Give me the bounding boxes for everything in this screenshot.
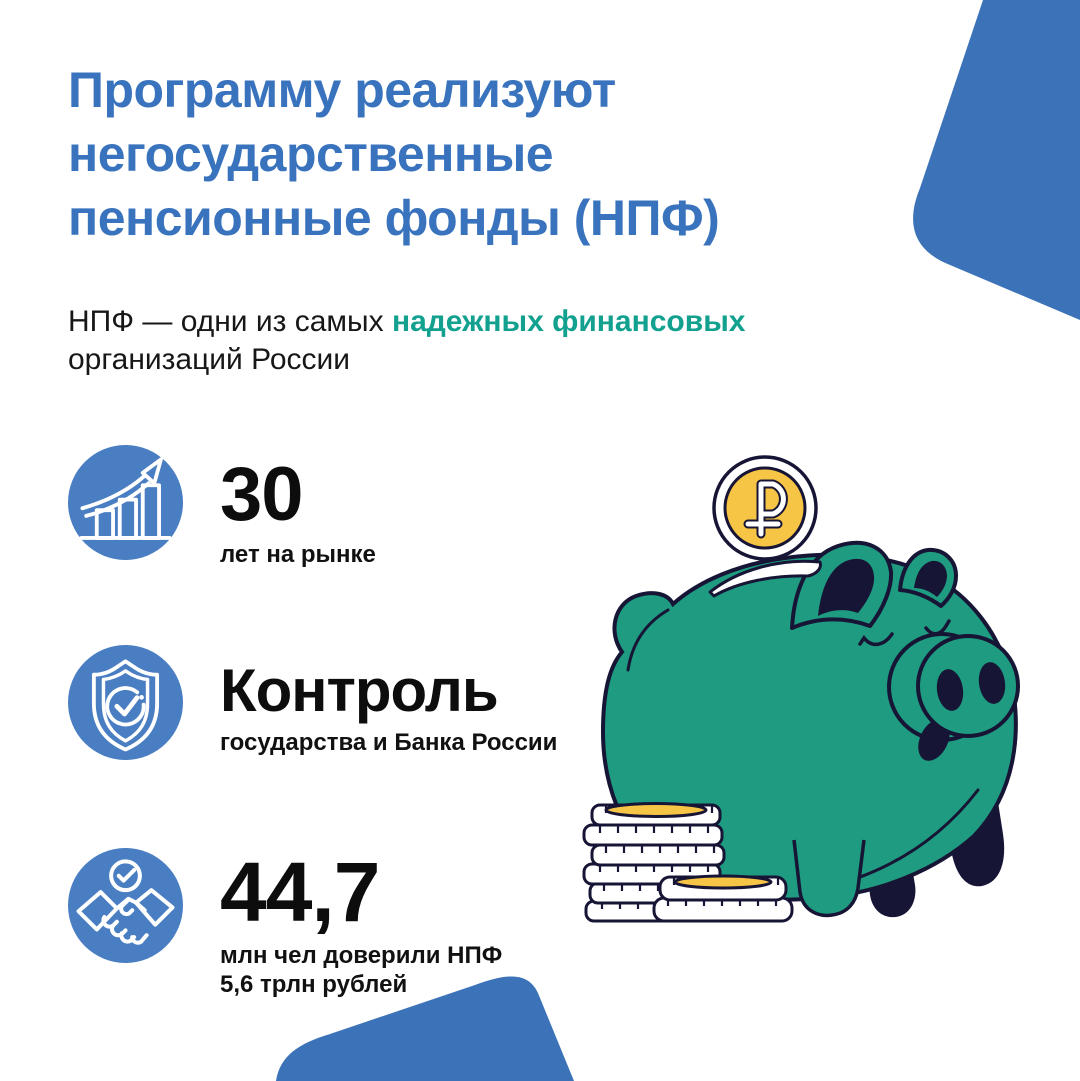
coin-top-face xyxy=(673,874,773,890)
stat-text: Контроль государства и Банка России xyxy=(220,645,557,757)
stat-label: лет на рынке xyxy=(220,541,376,568)
subtitle-suffix: организаций России xyxy=(68,343,351,376)
subtitle-highlight: надежных финансовых xyxy=(391,305,746,338)
pig-eye-left xyxy=(858,632,894,647)
stat-value: 44,7 xyxy=(220,845,381,939)
pig-nostril xyxy=(978,662,1006,704)
growth-chart-icon xyxy=(68,445,183,560)
stat-value: Контроль xyxy=(220,657,499,724)
stat-row-trust: 44,7 млн чел доверили НПФ 5,6 трлн рубле… xyxy=(68,848,502,999)
stat-label: 5,6 трлн рублей xyxy=(220,971,408,998)
pig-ear-front-inner xyxy=(818,558,875,616)
piggy-bank-illustration xyxy=(582,455,1020,923)
pig-nostril xyxy=(936,669,964,711)
body-accent-line xyxy=(626,608,670,672)
stat-row-market-years: 30 лет на рынке xyxy=(68,445,376,569)
title-line: пенсионные фонды (НПФ) xyxy=(68,190,720,246)
stat-label: государства и Банка России xyxy=(220,729,558,756)
pig-front-leg xyxy=(792,839,866,918)
stat-label: млн чел доверили НПФ xyxy=(220,942,503,969)
ruble-coin xyxy=(712,455,818,561)
pig-ear-back-inner xyxy=(914,560,947,597)
ruble-symbol xyxy=(743,479,788,539)
page-title: Программу реализуют негосударственные пе… xyxy=(68,58,968,250)
stat-row-control: Контроль государства и Банка России xyxy=(68,645,557,760)
coin-stack-short xyxy=(652,874,794,923)
title-line: Программу реализуют xyxy=(68,62,616,118)
handshake-icon xyxy=(68,848,183,963)
subtitle-prefix: НПФ — одни из самых xyxy=(68,305,392,338)
coin-top-face xyxy=(604,802,708,818)
shield-check-icon xyxy=(68,645,183,760)
stat-value: 30 xyxy=(220,452,304,537)
coin-slot xyxy=(708,559,822,598)
title-line: негосударственные xyxy=(68,126,554,182)
pig-snout xyxy=(916,634,1020,738)
stat-text: 44,7 млн чел доверили НПФ 5,6 трлн рубле… xyxy=(220,848,502,999)
subtitle: НПФ — одни из самых надежных финансовых … xyxy=(68,303,868,379)
stat-text: 30 лет на рынке xyxy=(220,445,376,569)
